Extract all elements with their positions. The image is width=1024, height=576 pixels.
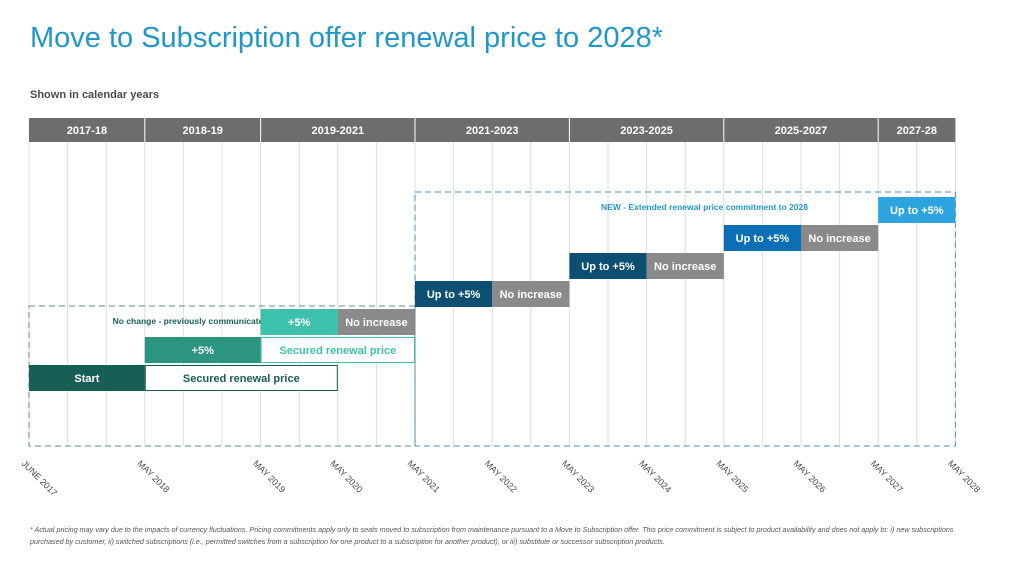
region-label: NEW - Extended renewal price commitment … [601, 202, 808, 212]
x-tick-label: MAY 2021 [406, 458, 442, 494]
period-header: 2018-19 [183, 125, 223, 137]
period-header: 2021-2023 [466, 125, 519, 137]
bar-label: Up to +5% [581, 261, 635, 273]
bar-label: +5% [288, 317, 311, 329]
x-tick-label: MAY 2026 [792, 458, 828, 494]
bar-label: Secured renewal price [183, 373, 300, 385]
region-label: No change - previously communicated guid… [113, 316, 309, 326]
header-bar [29, 118, 956, 142]
bar [801, 225, 879, 251]
bar-label: +5% [192, 345, 215, 357]
page-title: Move to Subscription offer renewal price… [30, 22, 663, 54]
bar [492, 281, 570, 307]
x-tick-label: MAY 2028 [946, 458, 982, 494]
bar-label: No increase [345, 317, 407, 329]
bar-label: Up to +5% [890, 205, 944, 217]
period-header: 2025-2027 [775, 125, 828, 137]
bar-label: Secured renewal price [279, 345, 396, 357]
bar [144, 337, 261, 363]
x-tick-label: JUNE 2017 [20, 458, 60, 498]
bar [29, 365, 145, 391]
bar-label: No increase [808, 233, 870, 245]
x-tick-label: MAY 2018 [135, 458, 171, 494]
bar-label: No increase [654, 261, 716, 273]
period-header: 2023-2025 [620, 125, 673, 137]
bar-label: Up to +5% [736, 233, 790, 245]
x-tick-label: MAY 2019 [251, 458, 287, 494]
bar [415, 281, 493, 307]
x-tick-label: MAY 2027 [869, 458, 905, 494]
bar-label: Up to +5% [427, 289, 481, 301]
bar [646, 253, 724, 279]
bar [260, 309, 338, 335]
x-tick-label: MAY 2024 [637, 458, 673, 494]
period-header: 2027-28 [897, 125, 937, 137]
x-tick-label: MAY 2022 [483, 458, 519, 494]
period-header: 2017-18 [67, 125, 107, 137]
bar [337, 309, 415, 335]
x-tick-label: MAY 2023 [560, 458, 596, 494]
x-tick-label: MAY 2025 [714, 458, 750, 494]
footnote: * Actual pricing may vary due to the imp… [30, 525, 954, 546]
bar [723, 225, 801, 251]
bar [878, 197, 956, 223]
bar-label: No increase [500, 289, 562, 301]
bar-label: Start [74, 373, 99, 385]
x-tick-label: MAY 2020 [328, 458, 364, 494]
period-header: 2019-2021 [311, 125, 364, 137]
bar [260, 337, 415, 363]
bar [569, 253, 647, 279]
bar [144, 365, 338, 391]
chart-subtitle: Shown in calendar years [30, 89, 159, 101]
